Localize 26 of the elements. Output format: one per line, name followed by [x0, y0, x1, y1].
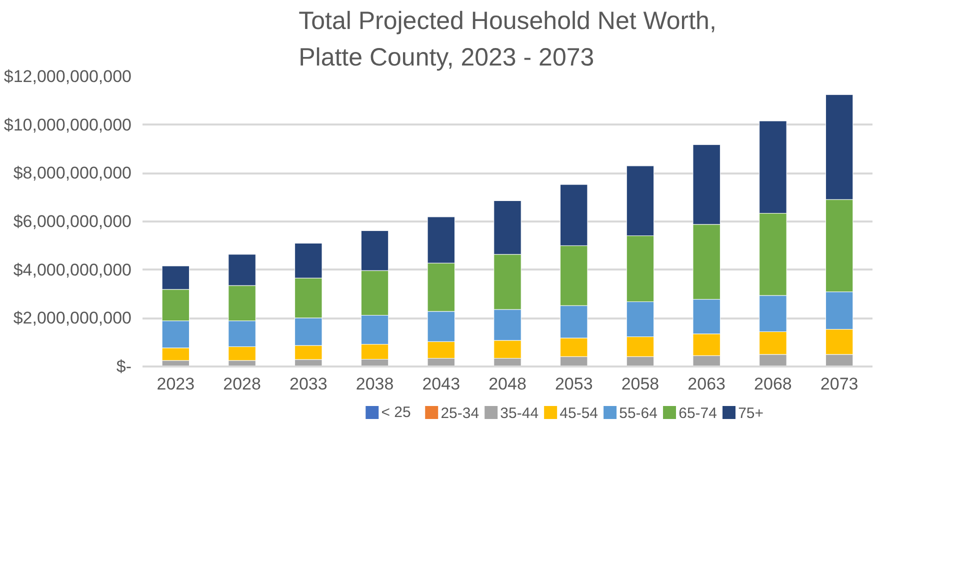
x-tick-label: 2043 — [422, 374, 460, 394]
legend-label: 35-44 — [500, 405, 539, 422]
y-tick-label: $8,000,000,000 — [13, 164, 132, 183]
x-tick-label: 2058 — [621, 374, 660, 394]
legend-label: 55-64 — [619, 405, 658, 422]
x-tick-label: 2063 — [688, 374, 726, 394]
legend-label: 45-54 — [560, 405, 598, 422]
x-tick-label: 2023 — [156, 374, 195, 394]
x-tick-label: 2053 — [554, 374, 593, 394]
y-tick-label: $2,000,000,000 — [13, 308, 132, 328]
x-tick-label: 2038 — [356, 374, 394, 394]
y-tick-label: $4,000,000,000 — [13, 260, 132, 280]
x-tick-label: 2033 — [290, 374, 328, 394]
x-tick-label: 2048 — [488, 374, 526, 394]
x-tick-label: 2068 — [754, 374, 792, 394]
x-tick-label: 2028 — [223, 374, 261, 394]
chart-title: Total Projected Household Net Worth, Platte County, 2023 - 2073 — [298, 7, 716, 72]
y-tick-label: $- — [116, 357, 132, 376]
legend-label: < 25 — [381, 404, 411, 421]
x-tick-label: 2073 — [820, 374, 858, 394]
legend-label: 25-34 — [440, 405, 480, 422]
y-tick-label: $6,000,000,000 — [13, 212, 132, 231]
legend-label: 75+ — [738, 405, 764, 422]
y-tick-label: $10,000,000,000 — [4, 115, 132, 134]
legend-label: 65-74 — [678, 405, 717, 422]
y-tick-label: $12,000,000,000 — [4, 67, 132, 86]
